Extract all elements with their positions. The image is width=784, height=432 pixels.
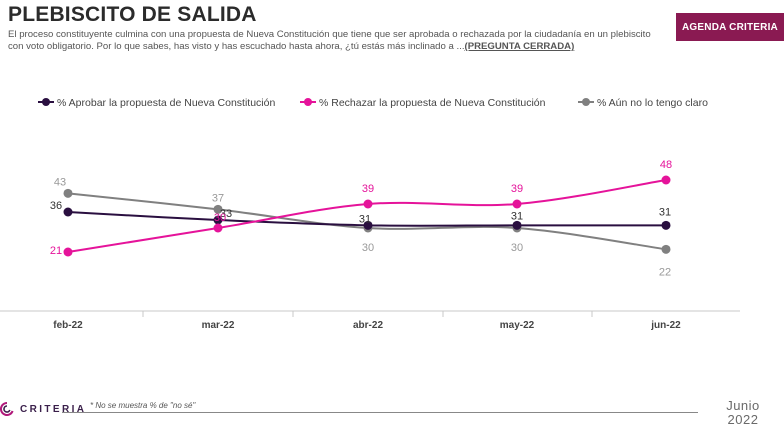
data-label: 39 bbox=[511, 183, 523, 195]
data-point bbox=[213, 204, 223, 214]
report-month: Junio bbox=[726, 398, 760, 413]
legend-entry: % Rechazar la propuesta de Nueva Constit… bbox=[319, 97, 546, 109]
legend-entry: % Aprobar la propuesta de Nueva Constitu… bbox=[57, 97, 275, 109]
line-chart: feb-22 mar-22 abr-22 may-22 jun-22 % Aprobar … bbox=[0, 97, 740, 331]
data-point bbox=[63, 247, 73, 257]
data-point bbox=[213, 223, 223, 233]
data-label: 31 bbox=[659, 206, 671, 218]
data-label: 30 bbox=[362, 242, 374, 254]
x-tick-label: jun-22 bbox=[650, 320, 681, 331]
data-point bbox=[661, 244, 671, 254]
data-label: 36 bbox=[50, 200, 62, 212]
x-tick-label: mar-22 bbox=[202, 320, 235, 331]
data-label: 30 bbox=[214, 212, 226, 224]
data-label: 31 bbox=[511, 210, 523, 222]
data-label: 21 bbox=[50, 245, 62, 257]
report-date: Junio 2022 bbox=[712, 399, 774, 427]
data-label: 39 bbox=[362, 183, 374, 195]
data-label: 48 bbox=[660, 159, 672, 171]
agenda-criteria-badge: AGENDA CRITERIA bbox=[676, 13, 784, 41]
data-point bbox=[63, 207, 73, 217]
legend-swatch-marker bbox=[582, 98, 590, 106]
data-label: 43 bbox=[54, 176, 66, 188]
data-point bbox=[661, 175, 671, 185]
question-text: El proceso constituyente culmina con una… bbox=[8, 29, 668, 53]
question-body: El proceso constituyente culmina con una… bbox=[8, 29, 651, 52]
x-tick-label: abr-22 bbox=[353, 320, 383, 331]
legend-swatch-marker bbox=[42, 98, 50, 106]
legend-entry: % Aún no lo tengo claro bbox=[597, 97, 708, 109]
data-label: 30 bbox=[511, 242, 523, 254]
data-point bbox=[512, 220, 522, 230]
data-point bbox=[363, 199, 373, 209]
footer-divider bbox=[62, 412, 698, 413]
criteria-logo: CRITERIA bbox=[0, 402, 86, 416]
criteria-logo-icon bbox=[0, 402, 14, 416]
data-label: 33 bbox=[220, 208, 232, 220]
data-point bbox=[213, 215, 223, 225]
data-point bbox=[363, 220, 373, 230]
data-point bbox=[512, 199, 522, 209]
page-title: PLEBISCITO DE SALIDA bbox=[8, 3, 257, 26]
footnote: * No se muestra % de "no sé" bbox=[90, 401, 196, 410]
data-point bbox=[63, 188, 73, 198]
x-tick-label: may-22 bbox=[500, 320, 535, 331]
data-label: 31 bbox=[359, 213, 371, 225]
data-point bbox=[661, 220, 671, 230]
x-tick-label: feb-22 bbox=[53, 320, 83, 331]
report-year: 2022 bbox=[727, 412, 759, 427]
data-label: 37 bbox=[212, 192, 224, 204]
legend-swatch-marker bbox=[304, 98, 312, 106]
criteria-logo-text: CRITERIA bbox=[20, 403, 87, 415]
question-tag: (PREGUNTA CERRADA) bbox=[464, 41, 575, 52]
data-label: 22 bbox=[659, 266, 671, 278]
